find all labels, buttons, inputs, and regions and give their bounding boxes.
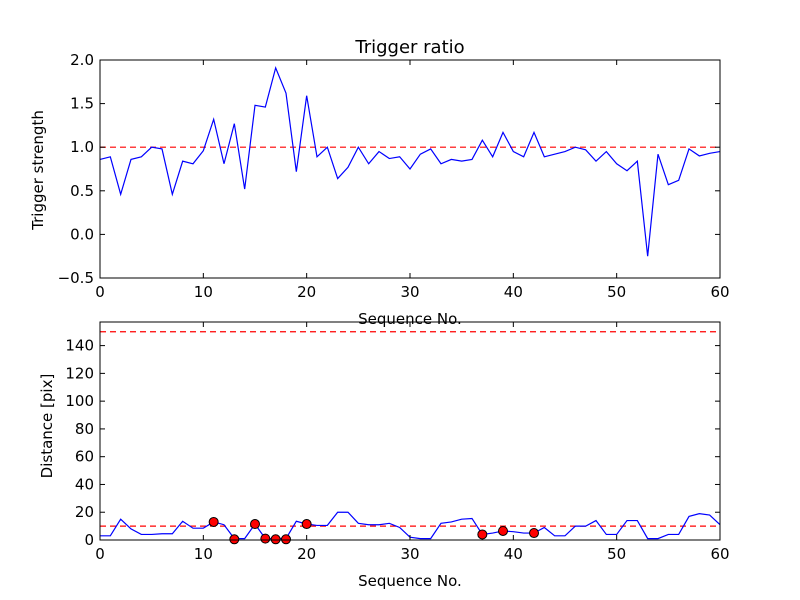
chart-title: Trigger ratio xyxy=(354,37,464,58)
y-tick-label: 40 xyxy=(75,475,94,493)
x-tick-label: 0 xyxy=(95,545,105,563)
x-tick-label: 20 xyxy=(297,545,316,563)
series-line xyxy=(100,511,721,540)
data-point-marker xyxy=(270,534,281,545)
data-point-marker xyxy=(281,534,291,545)
data-point-marker xyxy=(301,519,312,530)
data-point-marker xyxy=(529,528,539,539)
y-tick-label: 100 xyxy=(65,392,94,410)
x-axis-label: Sequence No. xyxy=(358,310,462,328)
data-point-marker xyxy=(498,525,508,536)
x-tick-label: 40 xyxy=(504,283,523,301)
data-point-marker xyxy=(260,533,271,544)
y-tick-label: 2.0 xyxy=(70,51,94,69)
plot-area: 0 10 20 30 40 50 60 0 20 40 60 80 100 120 140 xyxy=(65,321,730,563)
y-tick-label: 1.5 xyxy=(70,95,94,113)
x-axis-label: Sequence No. xyxy=(358,572,462,590)
y-tick-label: 0 xyxy=(84,531,94,549)
distance-chart: 0 10 20 30 40 50 60 0 20 40 60 80 100 120 140 Sequence… xyxy=(38,321,730,590)
series-line xyxy=(99,65,721,257)
plot-area: 0 10 20 30 40 50 60 −0.5 0.0 0.5 1.0 1.5 2.0 xyxy=(58,51,730,301)
axes-frame xyxy=(99,321,721,541)
y-tick-label: 20 xyxy=(75,503,94,521)
y-tick-label: 1.0 xyxy=(70,138,94,156)
y-tick-label: 0.5 xyxy=(70,182,94,200)
y-tick-label: 60 xyxy=(75,448,94,466)
trigger-ratio-chart: Trigger ratio 0 10 20 30 40 50 60 −0.5 0.0 0.5 1.0… xyxy=(29,37,730,328)
x-tick-label: 20 xyxy=(297,283,316,301)
x-tick-label: 60 xyxy=(710,545,729,563)
y-axis-label: Distance [pix] xyxy=(38,374,56,479)
y-tick-label: 80 xyxy=(75,420,94,438)
data-point-marker xyxy=(229,534,240,545)
y-tick-label: 0.0 xyxy=(70,225,94,243)
y-tick-label: 140 xyxy=(65,337,94,355)
x-tick-label: 60 xyxy=(710,283,729,301)
y-axis-label: Trigger strength xyxy=(29,110,47,231)
x-tick-label: 50 xyxy=(607,545,626,563)
x-tick-label: 40 xyxy=(504,545,523,563)
x-tick-label: 50 xyxy=(607,283,626,301)
x-tick-label: 30 xyxy=(400,283,419,301)
y-tick-label: 120 xyxy=(65,364,94,382)
y-tick-label: −0.5 xyxy=(58,269,94,287)
data-point-marker xyxy=(477,529,488,540)
x-tick-label: 10 xyxy=(194,283,213,301)
data-point-marker xyxy=(208,516,219,527)
x-tick-label: 30 xyxy=(400,545,419,563)
data-point-marker xyxy=(250,519,260,530)
x-tick-label: 0 xyxy=(95,283,105,301)
x-tick-label: 10 xyxy=(194,545,213,563)
